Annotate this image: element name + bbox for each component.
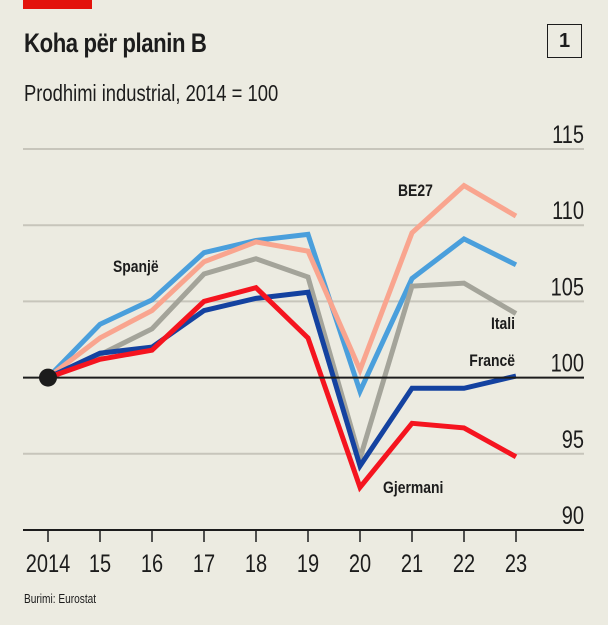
series-label-itali: Itali — [491, 315, 515, 334]
series-label-francë: Francë — [469, 352, 515, 371]
series-labels: BE27 Spanjë Itali Francë Gjermani — [113, 182, 515, 498]
y-tick-label: 90 — [562, 502, 584, 530]
series-line-gjermani — [47, 284, 518, 493]
series-label-be27: BE27 — [398, 182, 433, 201]
x-tick-label: 15 — [89, 550, 111, 578]
x-tick-label: 20 — [349, 550, 371, 578]
x-tick-label: 2014 — [26, 550, 70, 578]
x-tick-label: 18 — [245, 550, 267, 578]
series-label-gjermani: Gjermani — [383, 479, 443, 498]
series-line-itali — [46, 256, 518, 468]
y-axis-labels: 90 95 100 105 110 115 — [551, 121, 584, 530]
y-tick-label: 100 — [551, 350, 584, 378]
source-note: Burimi: Eurostat — [24, 591, 97, 606]
chart-number-badge: 1 — [547, 24, 582, 58]
brand-accent-bar — [23, 0, 92, 9]
x-tick-label: 22 — [453, 550, 475, 578]
chart-subtitle: Prodhimi industrial, 2014 = 100 — [24, 80, 279, 106]
series-line-be27 — [46, 182, 518, 380]
y-tick-label: 105 — [551, 273, 584, 301]
chart-title: Koha për planin B — [24, 28, 207, 58]
x-tick-label: 16 — [141, 550, 163, 578]
origin-dot — [39, 368, 57, 387]
series-line-francë — [46, 289, 517, 472]
y-tick-label: 110 — [552, 197, 584, 225]
y-tick-label: 115 — [552, 121, 584, 149]
series-label-spanjë: Spanjë — [113, 258, 159, 277]
y-tick-label: 95 — [562, 426, 584, 454]
x-tick-label: 21 — [401, 550, 423, 578]
series-line-spanjë — [46, 231, 518, 399]
x-tick-label: 19 — [297, 550, 319, 578]
x-tick-label: 23 — [505, 550, 527, 578]
series-lines — [23, 182, 584, 493]
x-axis: 2014 15 16 17 18 19 20 21 22 23 — [23, 529, 584, 578]
x-tick-label: 17 — [193, 550, 215, 578]
